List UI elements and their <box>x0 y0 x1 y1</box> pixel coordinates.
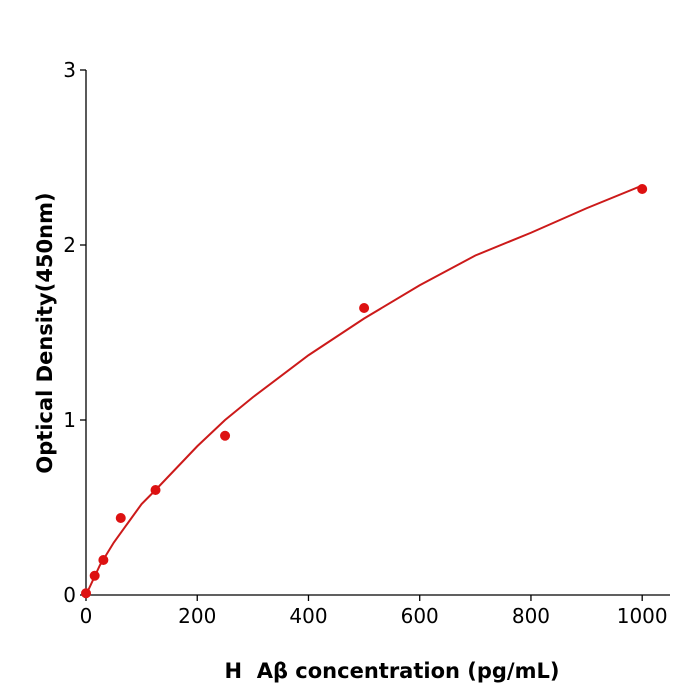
y-axis-title: Optical Density(450nm) <box>33 192 57 473</box>
x-tick-label: 200 <box>178 604 216 628</box>
data-point <box>81 588 91 599</box>
x-tick-label: 0 <box>80 604 93 628</box>
y-tick-label: 1 <box>63 408 76 432</box>
fit-curve <box>85 184 643 596</box>
y-tick-label: 0 <box>63 583 76 607</box>
data-point <box>150 485 161 495</box>
data-point <box>98 555 109 565</box>
x-axis-title: H Aβ concentration (pg/mL) <box>225 659 560 683</box>
data-point <box>637 184 648 194</box>
x-tick-label: 800 <box>512 604 550 628</box>
x-tick-label: 600 <box>401 604 439 628</box>
x-tick-label: 1000 <box>617 604 668 628</box>
data-point <box>220 430 231 441</box>
y-tick-label: 2 <box>63 233 76 257</box>
x-tick-label: 400 <box>289 604 327 628</box>
data-point <box>89 570 100 581</box>
data-point <box>115 513 126 523</box>
y-tick-label: 3 <box>63 58 76 82</box>
data-point <box>359 303 370 313</box>
